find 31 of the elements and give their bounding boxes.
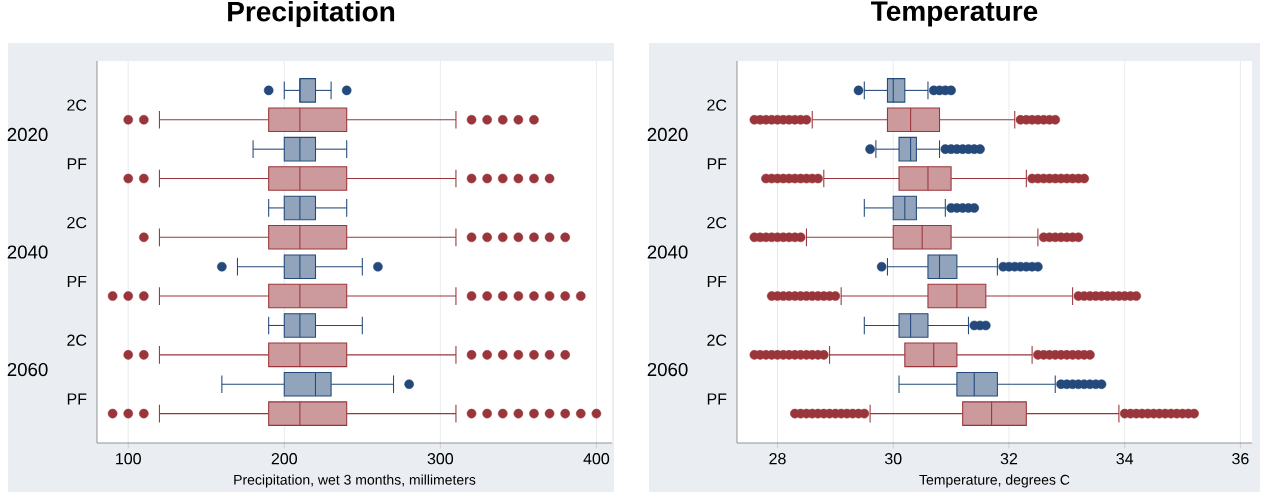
x-axis-title: Precipitation, wet 3 months, millimeters <box>234 474 476 488</box>
chart-title: Precipitation <box>228 0 395 28</box>
text: 2040 <box>647 245 688 259</box>
x-tick-label: 200 <box>271 453 298 465</box>
text: 2040 <box>7 245 48 259</box>
y-tick-label: PF <box>707 275 727 287</box>
text: 2020 <box>7 127 48 142</box>
y-tick-label: PF <box>67 275 87 287</box>
text: 2020 <box>647 127 688 142</box>
text: 2060 <box>647 362 688 377</box>
x-tick-label: 100 <box>116 453 141 465</box>
y-tick-label: PF <box>707 393 727 405</box>
x-tick-label: 36 <box>1232 453 1249 465</box>
y-tick-label: 2C <box>67 216 87 229</box>
y-tick-label: 2C <box>707 334 727 346</box>
text: 2060 <box>7 362 48 377</box>
y-tick-label: PF <box>67 158 87 170</box>
y-tick-label: 2C <box>67 99 87 111</box>
x-tick-label: 400 <box>583 453 610 465</box>
x-tick-label: 28 <box>769 453 786 465</box>
y-tick-label: PF <box>707 158 727 170</box>
x-tick-label: 32 <box>1000 453 1018 465</box>
x-tick-label: 300 <box>427 453 454 465</box>
y-tick-label: 2C <box>67 334 87 346</box>
x-tick-label: 30 <box>884 453 902 465</box>
x-axis-title: Temperature, degrees C <box>919 474 1070 488</box>
chart-title: Temperature <box>871 1 1038 27</box>
y-tick-label: 2C <box>707 216 727 229</box>
y-tick-label: 2C <box>707 99 727 111</box>
x-tick-label: 34 <box>1116 453 1134 465</box>
y-tick-label: PF <box>67 393 87 405</box>
